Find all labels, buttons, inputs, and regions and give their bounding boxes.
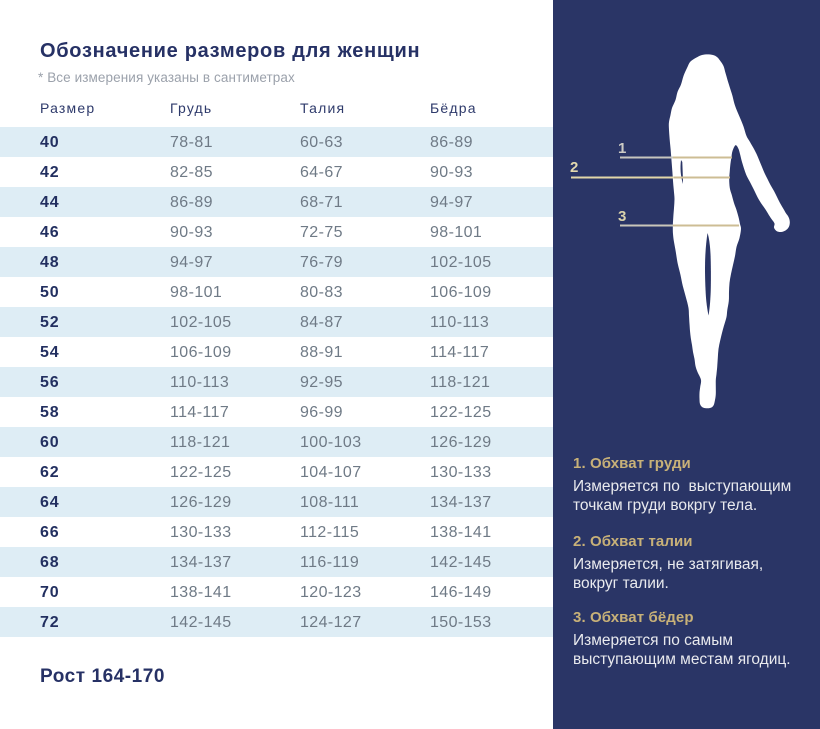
svg-text:3: 3 <box>618 208 626 225</box>
svg-text:1: 1 <box>618 140 626 157</box>
svg-text:2: 2 <box>570 159 578 176</box>
